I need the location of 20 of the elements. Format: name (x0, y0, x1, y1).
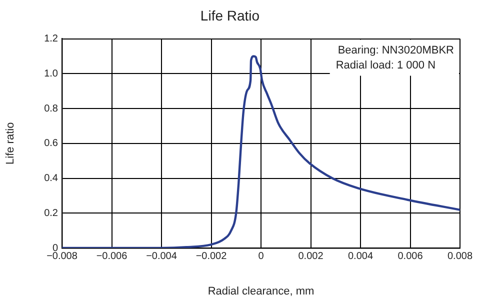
x-tick-label: 0.008 (447, 250, 473, 262)
annotation: Radial load: 1 000 N (336, 59, 436, 72)
x-tick-label: −0.006 (96, 250, 128, 262)
y-tick-label: 0.6 (44, 138, 58, 150)
annotation: Bearing: NN3020MBKR (338, 44, 454, 56)
x-tick-label: −0.002 (196, 250, 228, 262)
y-tick-label: 0.4 (44, 173, 58, 184)
y-axis-title: Life ratio (4, 122, 17, 164)
y-tick-label: 1.0 (44, 68, 58, 80)
x-tick-label: 0.006 (398, 250, 424, 262)
y-tick-label: 1.2 (44, 34, 58, 45)
y-tick-label: 0.2 (44, 208, 58, 219)
y-tick-label: 0.8 (44, 103, 58, 114)
x-axis-title: Radial clearance, mm (208, 285, 314, 298)
x-tick-label: 0 (258, 250, 264, 262)
x-tick-label: −0.008 (46, 250, 78, 262)
x-tick-label: 0.002 (298, 250, 324, 262)
chart-title: Life Ratio (200, 7, 260, 24)
x-tick-label: −0.004 (146, 250, 178, 262)
x-tick-label: 0.004 (348, 250, 374, 262)
